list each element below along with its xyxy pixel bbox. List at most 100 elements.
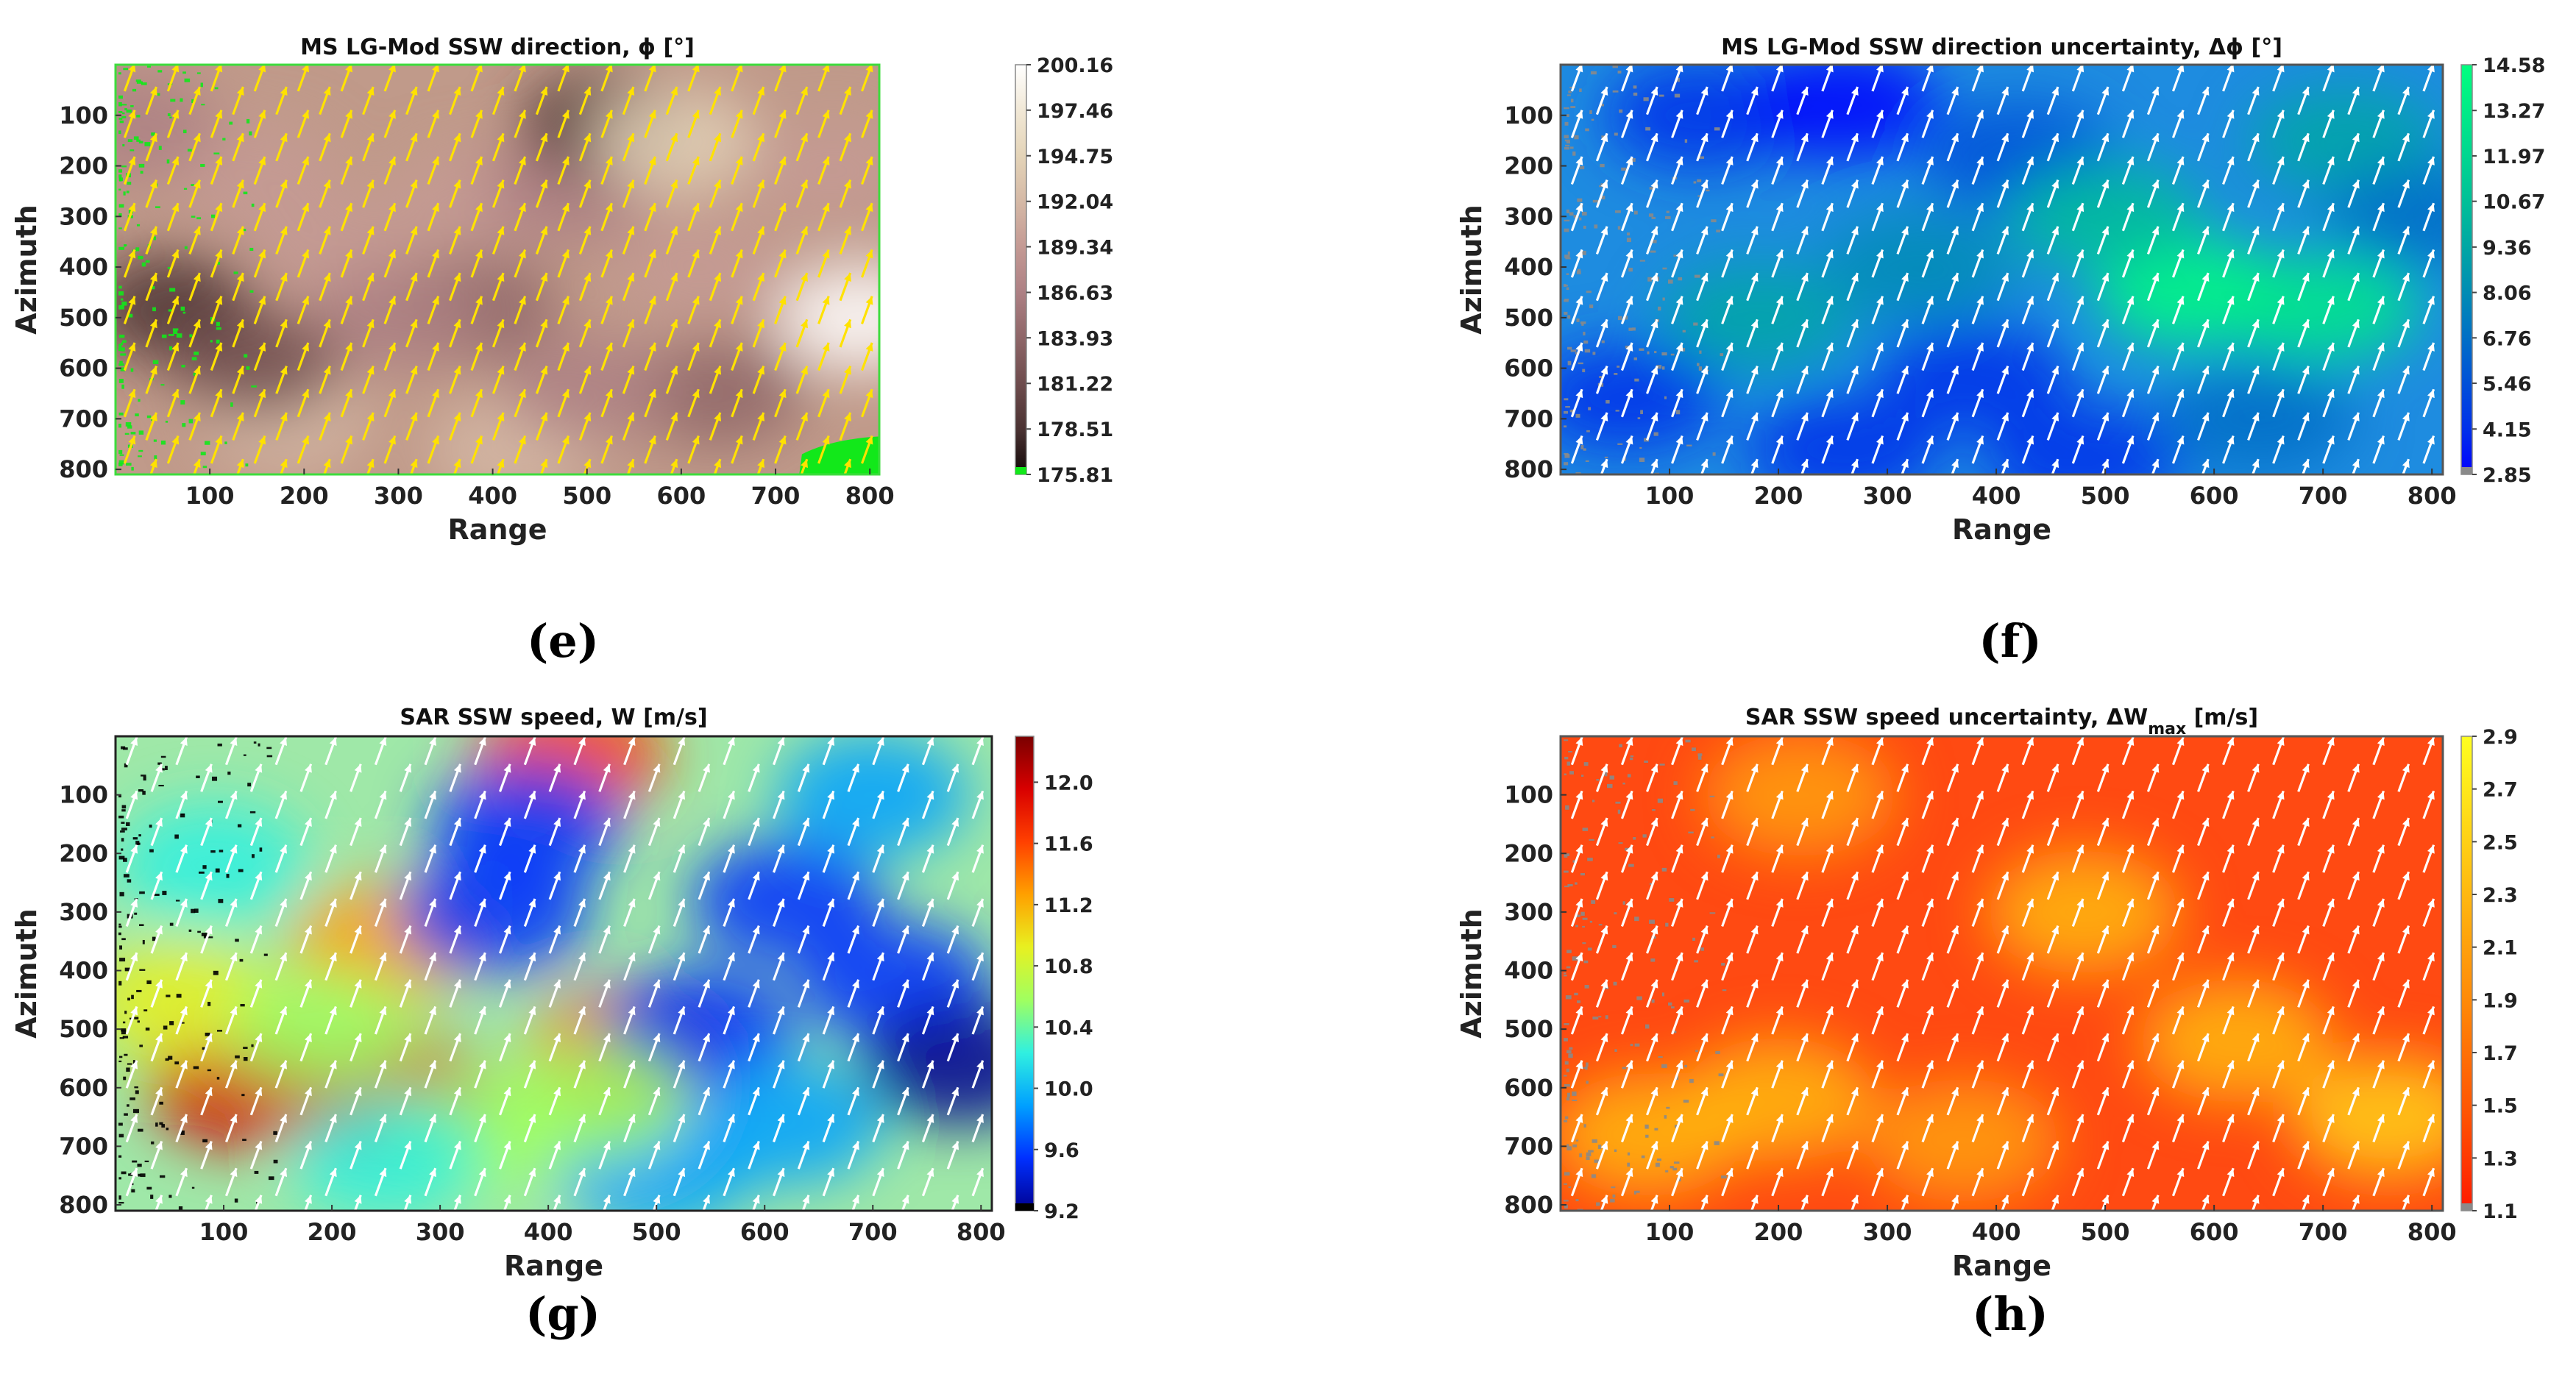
wind-arrow	[405, 412, 418, 441]
wind-arrow	[623, 1167, 636, 1197]
invalid-pixel	[1592, 199, 1598, 203]
invalid-pixel	[121, 301, 127, 306]
wind-arrow	[797, 979, 810, 1008]
wind-arrow	[523, 1005, 536, 1035]
wind-arrow	[2121, 156, 2135, 185]
wind-arrow	[2397, 979, 2410, 1008]
wind-arrow	[756, 458, 765, 474]
wind-arrow	[687, 202, 700, 232]
wind-arrow	[405, 318, 418, 348]
wind-arrow	[448, 86, 461, 115]
wind-arrow	[598, 871, 611, 900]
invalid-pixel	[127, 997, 130, 1001]
wind-arrow	[2046, 226, 2059, 254]
wind-arrow	[1921, 1167, 1934, 1197]
invalid-pixel	[1675, 410, 1681, 415]
invalid-pixel	[1566, 1146, 1572, 1150]
wind-arrow	[424, 1114, 437, 1143]
wind-arrow	[1796, 925, 1809, 954]
invalid-pixel	[191, 1186, 195, 1189]
wind-arrow	[125, 736, 138, 766]
wind-arrow	[1921, 1114, 1934, 1143]
wind-arrow	[548, 925, 561, 954]
wind-arrow	[557, 388, 570, 418]
wind-arrow	[1921, 844, 1934, 873]
invalid-pixel	[1566, 950, 1572, 953]
invalid-pixel	[1575, 925, 1578, 928]
wind-arrow	[2372, 156, 2385, 185]
wind-arrow	[350, 925, 362, 954]
invalid-pixel	[176, 333, 182, 338]
wind-arrow	[1921, 65, 1934, 92]
panel-g: SAR SSW speed, W [m/s]100 200 300 400 500 600…	[10, 705, 1093, 1341]
invalid-pixel	[1580, 321, 1586, 324]
wind-arrow	[362, 412, 375, 441]
invalid-pixel	[1694, 274, 1700, 278]
wind-arrow	[2397, 318, 2410, 348]
wind-arrow	[1595, 366, 1608, 394]
invalid-pixel	[243, 754, 246, 756]
wind-arrow	[1996, 1086, 2009, 1116]
wind-arrow	[145, 86, 158, 115]
invalid-pixel	[118, 344, 122, 349]
wind-arrow	[557, 249, 570, 278]
invalid-pixel	[120, 367, 125, 371]
wind-arrow	[2101, 458, 2110, 474]
wind-arrow	[1696, 763, 1709, 792]
invalid-pixel	[1661, 352, 1667, 356]
invalid-pixel	[1579, 217, 1582, 221]
wind-arrow	[817, 342, 830, 371]
wind-arrow	[2297, 86, 2310, 115]
invalid-pixel	[1564, 1083, 1570, 1087]
wind-arrow	[946, 1033, 959, 1062]
wind-arrow	[1971, 156, 1984, 185]
wind-arrow	[2171, 1167, 2185, 1197]
wind-arrow	[795, 366, 809, 394]
colorbar-tick-label: 1.9	[2483, 989, 2518, 1012]
wind-arrow	[2146, 1033, 2160, 1062]
wind-arrow	[2071, 790, 2084, 819]
y-tick-label: 700	[59, 1132, 108, 1160]
wind-arrow	[860, 249, 873, 278]
wind-arrow	[1971, 435, 1984, 464]
invalid-pixel	[1586, 430, 1590, 433]
wind-arrow	[1996, 412, 2009, 441]
wind-arrow	[123, 156, 136, 185]
colorbar-tick-label: 11.97	[2483, 146, 2545, 168]
invalid-pixel	[136, 989, 142, 992]
heatmap-blob	[224, 967, 418, 1091]
invalid-pixel	[1572, 860, 1576, 863]
wind-arrow	[687, 156, 700, 185]
wind-arrow	[600, 388, 613, 418]
invalid-pixel	[1572, 1144, 1577, 1147]
wind-arrow	[2121, 435, 2135, 464]
colorbar-tick-label: 1.7	[2483, 1042, 2518, 1065]
wind-arrow	[702, 1195, 711, 1211]
invalid-pixel	[1581, 211, 1587, 216]
wind-arrow	[474, 790, 486, 819]
invalid-pixel	[268, 1176, 274, 1181]
colorbar-tick-label: 9.2	[1044, 1200, 1079, 1223]
wind-arrow	[752, 179, 765, 208]
wind-arrow	[665, 86, 678, 115]
wind-arrow	[557, 342, 570, 371]
invalid-pixel	[247, 783, 252, 787]
invalid-pixel	[194, 352, 199, 355]
wind-arrow	[150, 871, 163, 900]
invalid-pixel	[1596, 1202, 1600, 1206]
invalid-pixel	[1639, 446, 1642, 449]
invalid-pixel	[122, 1021, 126, 1024]
wind-arrow	[1620, 156, 1633, 185]
invalid-pixel	[1565, 805, 1569, 810]
invalid-pixel	[1698, 366, 1703, 371]
wind-arrow	[125, 952, 138, 981]
wind-arrow	[1871, 1114, 1884, 1143]
wind-arrow	[709, 272, 722, 302]
wind-arrow	[1846, 226, 1859, 254]
wind-arrow	[2046, 1086, 2059, 1116]
wind-arrow	[324, 736, 337, 766]
wind-arrow	[623, 1005, 636, 1035]
wind-arrow	[822, 1060, 835, 1089]
wind-arrow	[2197, 1141, 2210, 1170]
